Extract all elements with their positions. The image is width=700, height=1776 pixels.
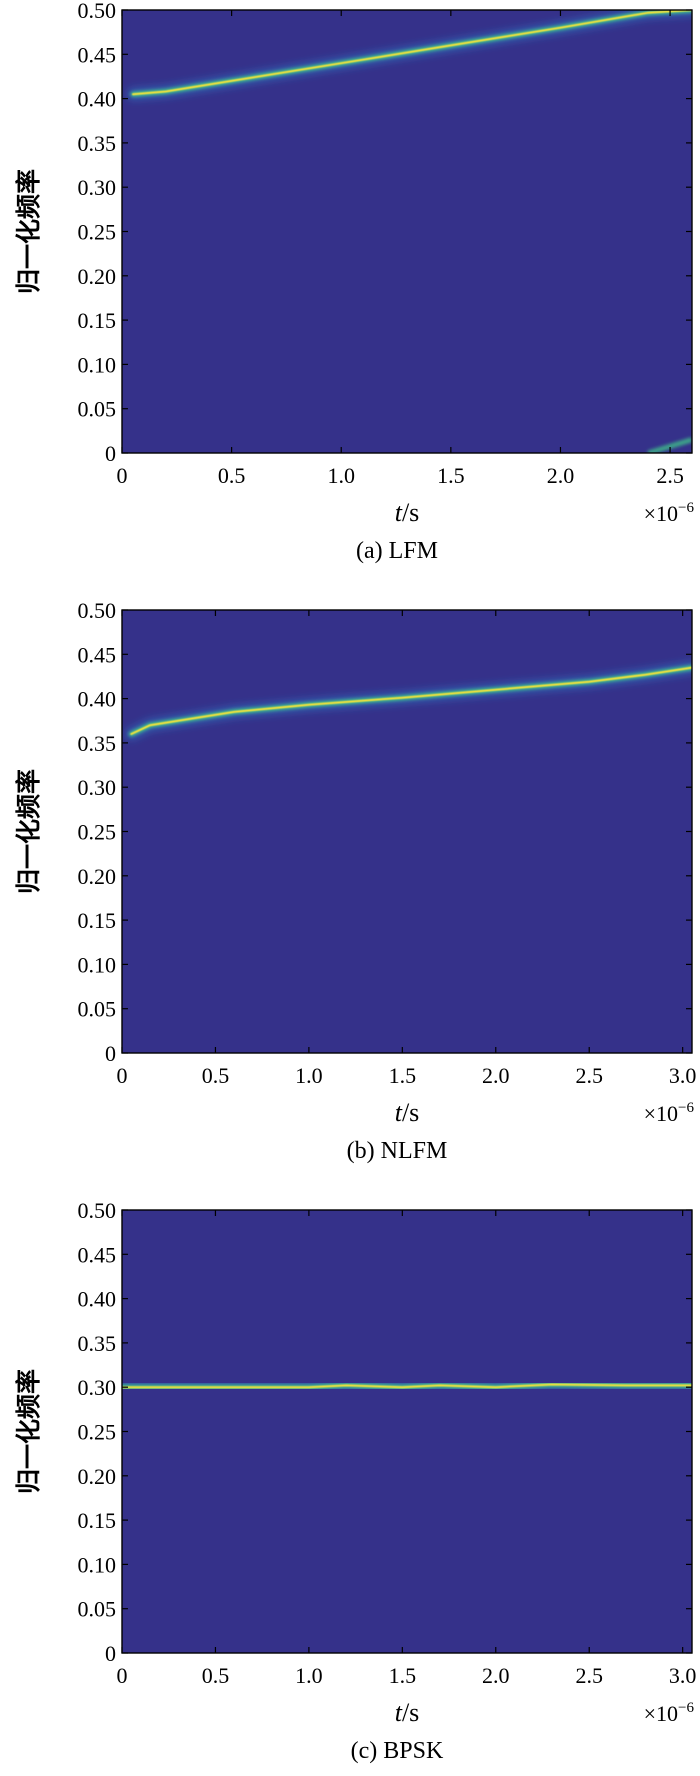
ridge-group bbox=[122, 1378, 692, 1394]
ridge-group bbox=[125, 661, 692, 740]
x-tick-label: 2.5 bbox=[575, 1663, 603, 1688]
y-tick-label: 0.30 bbox=[78, 775, 117, 800]
y-tick-label: 0.40 bbox=[78, 87, 117, 112]
y-tick-label: 0.40 bbox=[78, 1287, 117, 1312]
x-tick-label: 1.0 bbox=[295, 1063, 323, 1088]
y-tick-label: 0.05 bbox=[78, 397, 117, 422]
x-axis-label: t/s bbox=[395, 1698, 420, 1727]
x-tick-label: 2.0 bbox=[547, 463, 575, 488]
panel-caption: (c) BPSK bbox=[351, 1738, 444, 1764]
panel-lfm: 0 0.5 1.0 1.5 2.0 2.5 0 0.05 0.10 0.15 0.20 0.25 0.3… bbox=[14, 0, 694, 564]
y-tick-label: 0.35 bbox=[78, 731, 117, 756]
x-tick-label: 0.5 bbox=[202, 1663, 230, 1688]
x-tick-label: 0 bbox=[117, 1063, 128, 1088]
x-axis-label: t/s bbox=[395, 498, 420, 527]
ridge-group bbox=[127, 10, 692, 453]
y-tick-label: 0.35 bbox=[78, 1331, 117, 1356]
y-tick-label: 0.25 bbox=[78, 220, 117, 245]
y-tick-label: 0.10 bbox=[78, 1552, 117, 1577]
x-multiplier: ×10−6 bbox=[644, 1100, 695, 1126]
y-tick-label: 0.30 bbox=[78, 175, 117, 200]
x-tick-label: 2.0 bbox=[482, 1063, 510, 1088]
y-tick-label: 0.40 bbox=[78, 687, 117, 712]
x-tick-label: 3.0 bbox=[669, 1663, 697, 1688]
x-tick-label: 1.5 bbox=[389, 1663, 417, 1688]
y-axis-label: 归一化频率 bbox=[14, 769, 43, 894]
x-axis-label: t/s bbox=[395, 1098, 420, 1127]
x-tick-label: 0 bbox=[117, 1663, 128, 1688]
y-tick-label: 0.50 bbox=[78, 598, 117, 623]
x-tick-label: 1.5 bbox=[437, 463, 465, 488]
x-tick-label: 0.5 bbox=[202, 1063, 230, 1088]
y-tick-label: 0 bbox=[105, 1041, 116, 1066]
x-tick-label: 2.5 bbox=[656, 463, 684, 488]
x-tick-label: 0 bbox=[117, 463, 128, 488]
y-tick-label: 0.50 bbox=[78, 0, 117, 23]
y-tick-label: 0.45 bbox=[78, 642, 117, 667]
x-tick-label: 3.0 bbox=[669, 1063, 697, 1088]
ridge-line bbox=[122, 1383, 692, 1389]
y-tick-label: 0.10 bbox=[78, 352, 117, 377]
y-tick-label: 0.15 bbox=[78, 908, 117, 933]
ridge-tail bbox=[647, 437, 692, 453]
y-tick-label: 0.05 bbox=[78, 997, 117, 1022]
y-tick-label: 0.20 bbox=[78, 264, 117, 289]
y-tick-label: 0.10 bbox=[78, 952, 117, 977]
y-axis-label: 归一化频率 bbox=[14, 169, 43, 294]
y-tick-label: 0.15 bbox=[78, 1508, 117, 1533]
ridge-line bbox=[132, 10, 692, 96]
y-tick-label: 0.45 bbox=[78, 1242, 117, 1267]
y-tick-label: 0.30 bbox=[78, 1375, 117, 1400]
plot-area bbox=[122, 10, 692, 453]
y-tick-label: 0 bbox=[105, 1641, 116, 1666]
panel-bpsk: 0 0.5 1.0 1.5 2.0 2.5 3.0 0 0.05 0.10 0.15 0.20 0.25… bbox=[14, 1198, 696, 1764]
y-tick-label: 0.05 bbox=[78, 1597, 117, 1622]
y-tick-label: 0.45 bbox=[78, 42, 117, 67]
x-tick-label: 1.5 bbox=[389, 1063, 417, 1088]
y-tick-label: 0.25 bbox=[78, 820, 117, 845]
y-tick-label: 0.35 bbox=[78, 131, 117, 156]
x-tick-label: 0.5 bbox=[218, 463, 246, 488]
x-tick-label: 1.0 bbox=[327, 463, 355, 488]
y-tick-label: 0.20 bbox=[78, 1464, 117, 1489]
x-tick-label: 2.0 bbox=[482, 1663, 510, 1688]
panel-caption: (b) NLFM bbox=[347, 1138, 448, 1164]
x-tick-label: 2.5 bbox=[575, 1063, 603, 1088]
y-tick-label: 0.15 bbox=[78, 308, 117, 333]
y-tick-label: 0.25 bbox=[78, 1420, 117, 1445]
panel-caption: (a) LFM bbox=[356, 538, 438, 564]
y-tick-label: 0.50 bbox=[78, 1198, 117, 1223]
ridge-line bbox=[130, 666, 692, 735]
panel-nlfm: 0 0.5 1.0 1.5 2.0 2.5 3.0 0 0.05 0.10 0.15 0.20 0.25… bbox=[14, 598, 696, 1164]
y-axis-label: 归一化频率 bbox=[14, 1369, 43, 1494]
y-tick-label: 0.20 bbox=[78, 864, 117, 889]
x-tick-label: 1.0 bbox=[295, 1663, 323, 1688]
y-tick-label: 0 bbox=[105, 441, 116, 466]
x-multiplier: ×10−6 bbox=[644, 500, 695, 526]
plot-area bbox=[122, 1210, 692, 1653]
x-multiplier: ×10−6 bbox=[644, 1700, 695, 1726]
